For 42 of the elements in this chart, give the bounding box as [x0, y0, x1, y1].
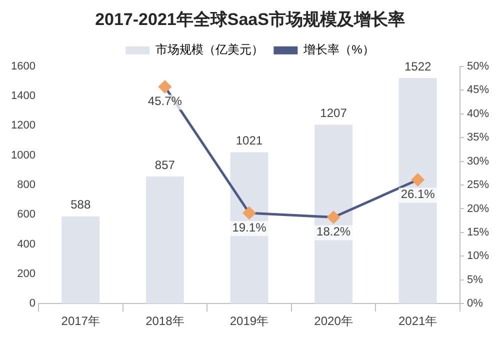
- chart-title: 2017-2021年全球SaaS市场规模及增长率: [95, 10, 405, 29]
- bar: [146, 176, 184, 304]
- legend-label: 市场规模（亿美元）: [156, 42, 264, 57]
- data-label: 1522: [404, 59, 432, 74]
- bar: [398, 78, 437, 304]
- y-tick-label: 400: [17, 238, 36, 250]
- y2-tick-label: 25%: [466, 179, 490, 192]
- y2-tick-label: 35%: [466, 132, 490, 144]
- legend-label: 增长率（%）: [302, 42, 374, 57]
- bar: [314, 124, 352, 304]
- y2-tick-label: 10%: [466, 250, 490, 262]
- x-tick-label: 2019年: [230, 314, 269, 328]
- data-label: 26.1%: [400, 187, 436, 202]
- y-tick-label: 1400: [10, 90, 36, 102]
- bar: [230, 152, 268, 304]
- y-tick-label: 1600: [10, 60, 36, 72]
- y-tick-label: 200: [17, 268, 36, 280]
- y2-tick-label: 0%: [466, 298, 484, 310]
- y-tick-label: 1200: [10, 120, 36, 132]
- bar: [62, 216, 100, 304]
- y2-tick-label: 20%: [466, 202, 490, 215]
- y2-tick-label: 5%: [466, 274, 484, 286]
- x-tick-label: 2017年: [61, 314, 100, 328]
- data-label: 19.1%: [232, 220, 267, 234]
- x-tick-label: 2020年: [314, 314, 353, 328]
- data-label: 18.2%: [316, 224, 351, 239]
- y2-tick-label: 40%: [466, 108, 490, 120]
- data-label: 1207: [320, 106, 348, 120]
- y-tick-label: 600: [17, 208, 36, 221]
- data-label: 588: [70, 198, 91, 212]
- x-tick-label: 2018年: [146, 314, 184, 328]
- y-tick-label: 1000: [10, 149, 36, 162]
- y-tick-label: 800: [17, 179, 36, 192]
- y2-tick-label: 45%: [466, 84, 490, 96]
- data-label: 1021: [236, 134, 263, 148]
- y2-tick-label: 30%: [466, 155, 490, 168]
- y2-tick-label: 15%: [466, 226, 490, 238]
- y2-tick-label: 50%: [466, 60, 490, 72]
- data-label: 45.7%: [148, 94, 182, 108]
- x-tick-label: 2021年: [398, 314, 438, 328]
- y-tick-label: 0: [29, 298, 36, 310]
- data-label: 857: [154, 158, 176, 172]
